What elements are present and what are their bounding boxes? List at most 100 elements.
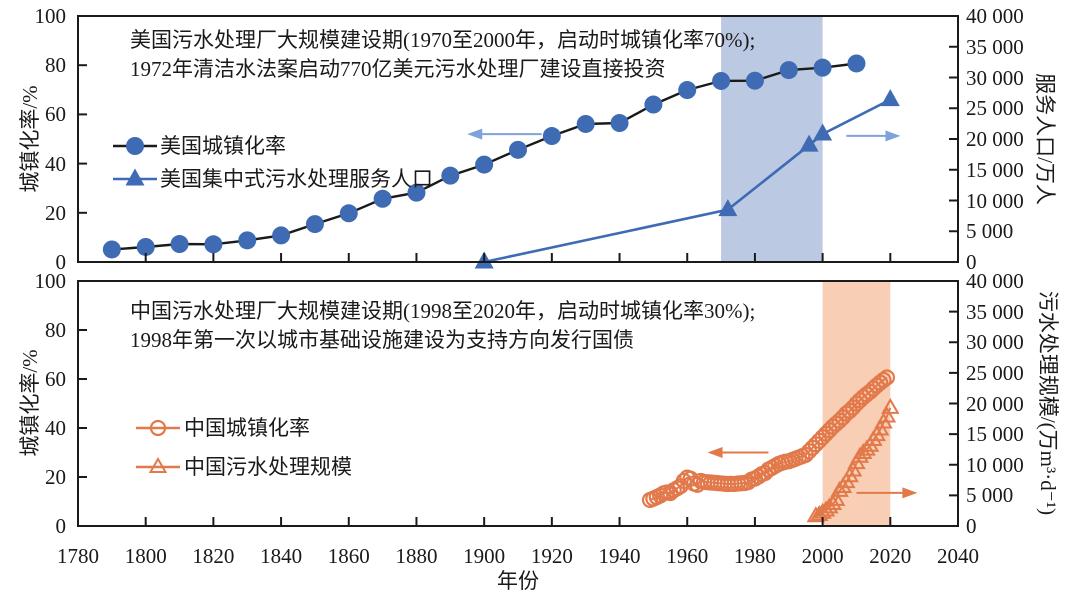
x-tick-label: 2020 xyxy=(869,544,912,568)
us-series-0-marker-icon xyxy=(441,166,460,185)
cn-series-1-marker-icon xyxy=(881,397,900,414)
us-right-tick-label: 30 000 xyxy=(966,65,1024,90)
cn-axis-arrow-1-head-icon xyxy=(902,487,918,499)
x-axis-title: 年份 xyxy=(497,569,539,593)
cn-annotation-line1: 中国污水处理厂大规模建设期(1998至2020年，启动时城镇化率30%); xyxy=(130,299,756,323)
us-series-0-marker-icon xyxy=(610,114,629,133)
us-left-tick-label: 60 xyxy=(45,102,66,127)
x-tick-label: 1800 xyxy=(124,544,167,568)
us-right-tick-label: 10 000 xyxy=(966,188,1024,213)
us-highlight-band xyxy=(721,16,823,262)
cn-frame xyxy=(77,280,959,527)
us-series-1-line xyxy=(483,98,891,264)
us-series-1-marker-icon xyxy=(718,199,738,217)
cn-left-tick-label: 100 xyxy=(34,269,67,293)
panel-cn xyxy=(77,280,959,527)
x-tick-label: 1860 xyxy=(327,544,370,568)
us-series-1-marker-icon xyxy=(799,134,819,152)
us-series-0-marker-icon xyxy=(542,127,561,146)
cn-right-tick-label: 25 000 xyxy=(966,360,1024,385)
cn-right-tick-label: 0 xyxy=(966,514,977,538)
us-left-tick-label: 80 xyxy=(45,53,66,78)
us-legend-marker-icon-0 xyxy=(126,137,144,155)
us-annotation: 美国污水处理厂大规模建设期(1970至2000年，启动时城镇化率70%); 19… xyxy=(130,26,755,84)
us-right-tick-label: 20 000 xyxy=(966,127,1024,151)
us-series-0-marker-icon xyxy=(576,114,595,133)
x-tick-label: 1940 xyxy=(598,544,641,568)
cn-left-tick-label: 80 xyxy=(45,318,66,342)
cn-left-tick-label: 60 xyxy=(45,367,66,391)
panel-us xyxy=(77,15,959,269)
us-left-tick-label: 40 xyxy=(45,151,66,176)
cn-series-1-marker-icon xyxy=(809,504,829,521)
x-tick-label: 1920 xyxy=(530,544,573,568)
us-axis-arrow-0-head-icon xyxy=(467,128,483,140)
x-tick-label: 1960 xyxy=(666,544,709,568)
us-series-0-marker-icon xyxy=(745,71,764,90)
cn-legend-marker-icon-1 xyxy=(148,456,168,473)
us-legend-label-service-population: 美国集中式污水处理服务人口 xyxy=(160,167,433,191)
us-series-0-marker-icon xyxy=(272,226,291,245)
cn-annotation: 中国污水处理厂大规模建设期(1998至2020年，启动时城镇化率30%); 19… xyxy=(130,297,755,355)
x-tick-label: 1820 xyxy=(192,544,235,568)
us-series-0-marker-icon xyxy=(644,95,663,114)
cn-right-tick-label: 30 000 xyxy=(966,330,1024,355)
cn-legend-label-treatment-scale: 中国污水处理规模 xyxy=(184,455,352,479)
us-annotation-line2: 1972年清洁水法案启动770亿美元污水处理厂建设直接投资 xyxy=(130,57,666,81)
us-right-tick-label: 5 000 xyxy=(966,219,1014,244)
us-series-1-marker-icon xyxy=(880,89,900,107)
cn-axis-arrow-0-head-icon xyxy=(707,447,723,458)
us-series-0-marker-icon xyxy=(678,81,697,100)
cn-right-tick-label: 40 000 xyxy=(966,269,1024,293)
cn-annotation-line2: 1998年第一次以城市基础设施建设为支持方向发行国债 xyxy=(130,328,634,352)
us-left-tick-label: 20 xyxy=(45,200,66,225)
us-series-0-marker-icon xyxy=(238,231,257,250)
cn-series-1-marker-icon xyxy=(877,406,897,423)
cn-right-tick-label: 35 000 xyxy=(966,299,1024,324)
us-left-tick-label: 0 xyxy=(55,250,67,274)
cn-series-0-marker-icon xyxy=(878,369,896,386)
x-tick-label: 1840 xyxy=(260,544,303,568)
cn-right-tick-label: 5 000 xyxy=(966,483,1014,508)
cn-left-tick-label: 0 xyxy=(55,514,67,538)
us-series-0-marker-icon xyxy=(373,189,392,208)
cn-legend-marker-icon-0 xyxy=(149,419,167,437)
us-series-0-marker-icon xyxy=(712,71,731,90)
us-series-0-marker-icon xyxy=(779,61,798,80)
us-series-0-marker-icon xyxy=(475,155,494,174)
us-axis-arrow-1-head-icon xyxy=(885,130,901,142)
cn-left-tick-label: 40 xyxy=(45,416,66,440)
cn-right-tick-label: 15 000 xyxy=(966,422,1024,447)
x-tick-label: 2040 xyxy=(937,544,979,568)
us-left-tick-label: 100 xyxy=(34,4,67,28)
us-series-0-marker-icon xyxy=(509,140,527,159)
cn-series-1-marker-icon xyxy=(826,489,846,506)
us-right-tick-label: 25 000 xyxy=(966,96,1024,121)
us-frame xyxy=(77,15,959,263)
us-series-0-marker-icon xyxy=(102,240,121,259)
us-series-0-marker-icon xyxy=(305,215,324,234)
x-tick-label: 1780 xyxy=(57,544,99,568)
x-tick-label: 1880 xyxy=(395,544,438,568)
us-legend-marker-icon-1 xyxy=(125,168,145,186)
cn-left-tick-label: 20 xyxy=(45,465,66,489)
us-right-tick-label: 0 xyxy=(966,250,977,274)
cn-right-tick-label: 10 000 xyxy=(966,452,1024,477)
cn-series-0-marker-icon xyxy=(875,371,892,389)
x-tick-label: 2000 xyxy=(801,544,844,568)
us-series-1-marker-icon xyxy=(813,123,833,141)
us-series-0-marker-icon xyxy=(407,183,426,202)
us-series-0-marker-icon xyxy=(170,235,189,254)
us-right-tick-label: 35 000 xyxy=(966,34,1024,59)
us-series-0-marker-icon xyxy=(813,58,832,77)
x-tick-label: 1980 xyxy=(733,544,776,568)
cn-right-tick-label: 20 000 xyxy=(966,391,1024,416)
x-tick-label: 1900 xyxy=(463,544,506,568)
us-series-0-marker-icon xyxy=(204,235,223,254)
us-annotation-line1: 美国污水处理厂大规模建设期(1970至2000年，启动时城镇化率70%); xyxy=(130,28,756,52)
us-series-0-marker-icon xyxy=(847,54,866,73)
cn-legend-label-urbanization: 中国城镇化率 xyxy=(184,416,310,440)
us-series-0-marker-icon xyxy=(136,237,155,256)
